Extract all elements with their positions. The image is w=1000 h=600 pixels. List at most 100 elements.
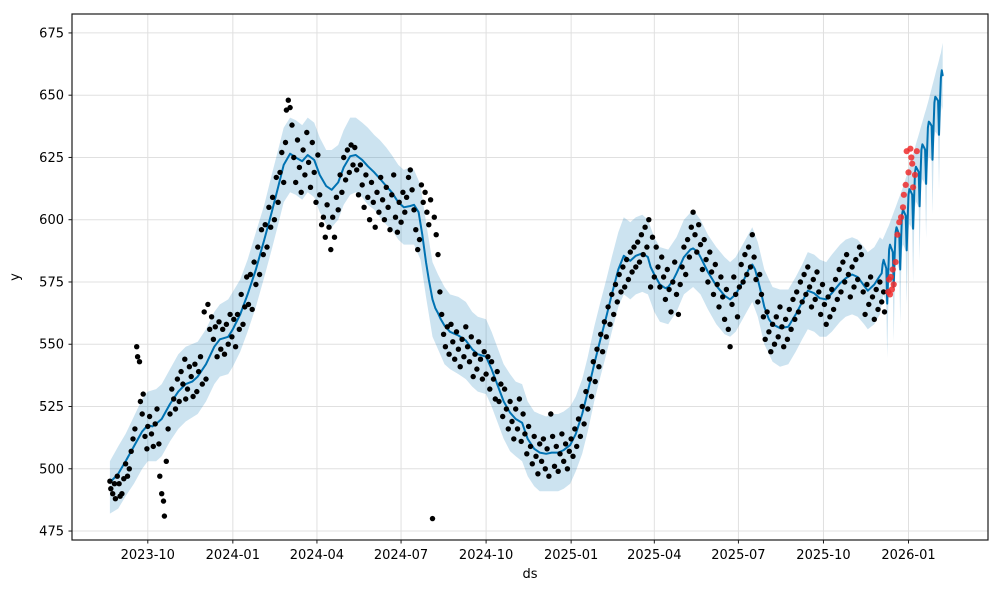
actual-point bbox=[830, 306, 837, 313]
actual-point bbox=[794, 289, 800, 295]
actual-point bbox=[300, 147, 306, 153]
actual-point bbox=[525, 423, 532, 430]
actual-point bbox=[159, 491, 165, 497]
actual-point bbox=[446, 351, 452, 357]
actual-point bbox=[416, 236, 423, 243]
actual-point bbox=[755, 299, 761, 305]
actual-point bbox=[866, 301, 872, 308]
anomaly-point bbox=[892, 259, 899, 266]
actual-point bbox=[618, 289, 624, 295]
actual-point bbox=[363, 172, 369, 178]
actual-point bbox=[221, 351, 228, 357]
actual-point bbox=[744, 271, 750, 278]
actual-point bbox=[823, 321, 829, 327]
actual-point bbox=[435, 251, 441, 258]
actual-point bbox=[440, 331, 447, 337]
actual-point bbox=[507, 398, 513, 405]
actual-point bbox=[819, 281, 826, 288]
actual-point bbox=[114, 473, 121, 479]
actual-point bbox=[574, 443, 580, 450]
actual-point bbox=[723, 286, 730, 293]
actual-point bbox=[880, 289, 887, 295]
actual-point bbox=[285, 97, 291, 103]
actual-point bbox=[577, 433, 584, 440]
actual-point bbox=[346, 169, 352, 176]
actual-point bbox=[391, 172, 397, 178]
actual-point bbox=[867, 274, 874, 280]
actual-point bbox=[247, 271, 254, 278]
uncertainty-band-area bbox=[109, 42, 943, 514]
actual-point bbox=[231, 316, 237, 322]
actual-point bbox=[455, 346, 462, 352]
actual-point bbox=[405, 174, 412, 181]
actual-point bbox=[524, 451, 530, 457]
actual-point bbox=[511, 436, 517, 442]
actual-point bbox=[294, 137, 301, 143]
actual-point bbox=[775, 334, 781, 340]
actual-point bbox=[740, 279, 746, 285]
actual-point bbox=[119, 491, 125, 497]
actual-point bbox=[389, 192, 395, 198]
actual-point bbox=[476, 339, 482, 345]
actual-point bbox=[795, 309, 802, 315]
actual-point bbox=[714, 281, 720, 288]
actual-point bbox=[111, 481, 118, 487]
actual-point bbox=[339, 189, 345, 195]
actual-point bbox=[555, 468, 561, 474]
actual-point bbox=[599, 349, 606, 355]
actual-point bbox=[258, 227, 265, 233]
actual-point bbox=[801, 271, 807, 278]
actual-point bbox=[664, 266, 670, 273]
actual-point bbox=[253, 281, 259, 288]
actual-point bbox=[453, 329, 460, 335]
actual-point bbox=[622, 284, 628, 290]
actual-point bbox=[464, 344, 471, 350]
actual-point bbox=[494, 368, 500, 375]
actual-point bbox=[437, 289, 443, 295]
actual-point bbox=[128, 448, 134, 454]
actual-point bbox=[461, 354, 467, 360]
actual-point bbox=[470, 373, 476, 380]
y-tick-label: 500 bbox=[39, 462, 64, 477]
actual-point bbox=[225, 341, 231, 347]
x-tick-label: 2026-01 bbox=[881, 548, 935, 563]
actual-point bbox=[609, 291, 615, 298]
actual-point bbox=[601, 319, 608, 325]
actual-point bbox=[186, 364, 193, 370]
actual-point bbox=[538, 458, 545, 464]
actual-point bbox=[182, 356, 188, 362]
actual-point bbox=[255, 244, 261, 250]
actual-point bbox=[858, 251, 865, 258]
actual-point bbox=[856, 244, 863, 250]
actual-point bbox=[172, 406, 179, 412]
actual-point bbox=[533, 453, 539, 459]
anomaly-point bbox=[907, 145, 914, 152]
actual-point bbox=[566, 448, 572, 454]
actual-point bbox=[326, 224, 332, 230]
actual-point bbox=[134, 344, 140, 350]
actual-point bbox=[742, 251, 748, 258]
actual-point bbox=[720, 294, 726, 300]
actual-point bbox=[354, 167, 360, 173]
actual-point bbox=[779, 324, 785, 330]
actual-point bbox=[490, 376, 497, 382]
actual-point bbox=[594, 346, 600, 352]
y-axis-label: y bbox=[8, 273, 23, 281]
actual-point bbox=[540, 436, 547, 442]
actual-point bbox=[655, 264, 661, 270]
actual-point bbox=[450, 339, 456, 345]
actual-point bbox=[703, 256, 709, 263]
actual-point bbox=[320, 214, 327, 220]
actual-point bbox=[309, 139, 315, 146]
actual-point bbox=[546, 473, 552, 479]
actual-point bbox=[468, 334, 474, 340]
actual-point bbox=[370, 199, 376, 205]
actual-point bbox=[542, 466, 548, 472]
x-axis-label: ds bbox=[522, 567, 537, 582]
anomaly-point bbox=[913, 148, 920, 155]
actual-point bbox=[333, 194, 340, 200]
y-tick-label: 525 bbox=[39, 400, 64, 415]
actual-point bbox=[194, 388, 200, 395]
actual-point bbox=[142, 433, 148, 440]
